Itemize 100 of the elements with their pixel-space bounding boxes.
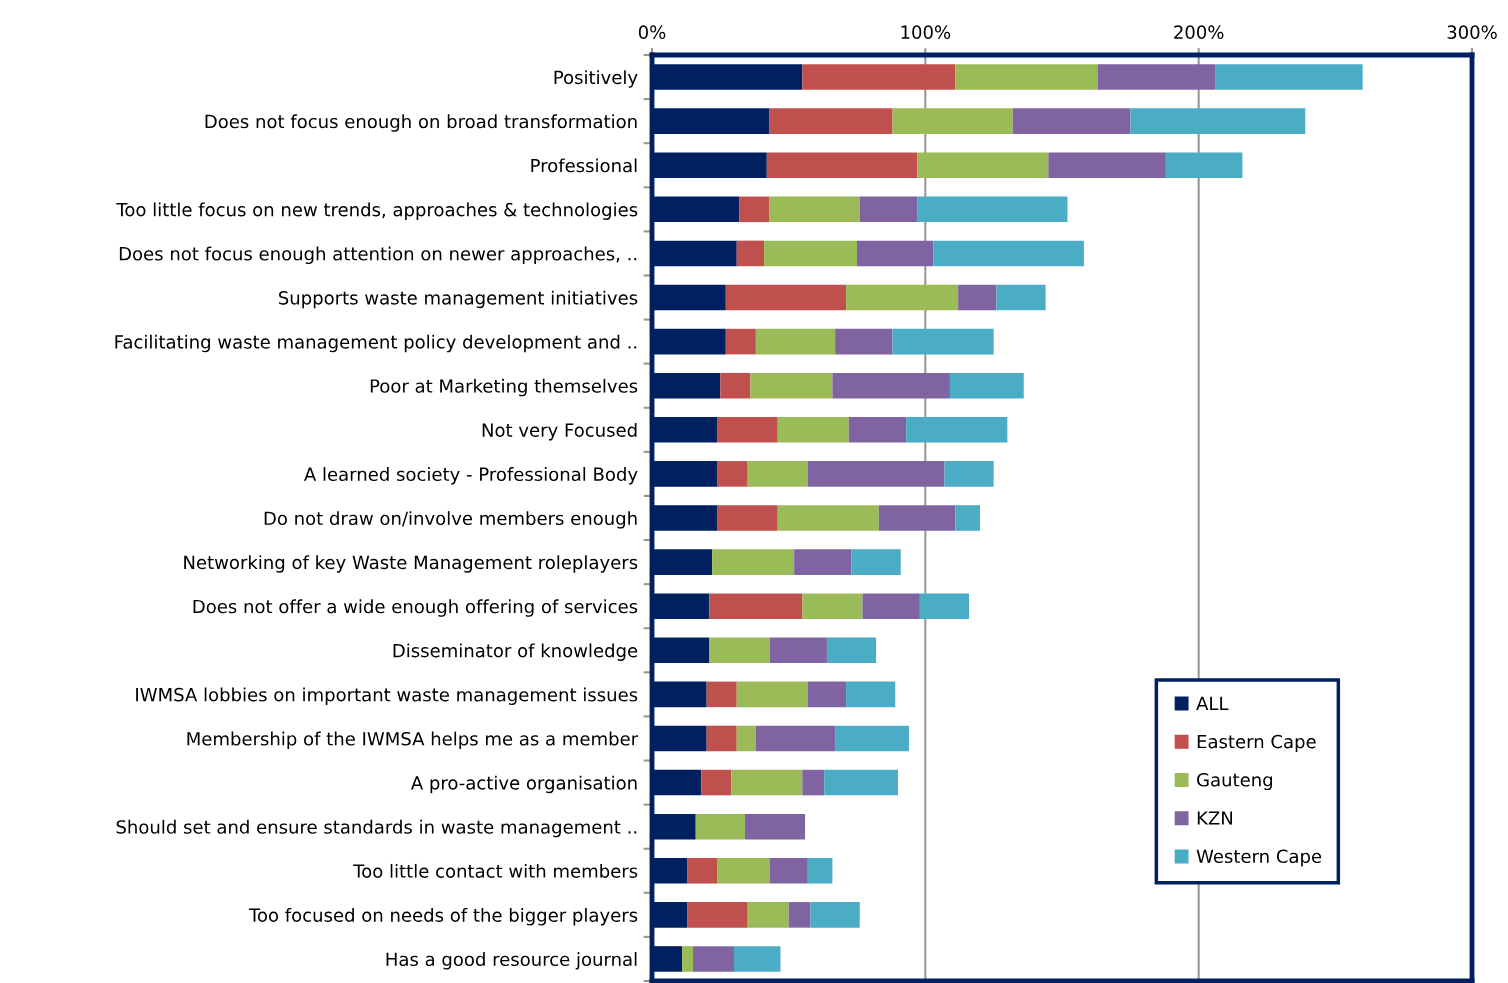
- y-tick-label: Too little focus on new trends, approaches & technologies: [116, 202, 638, 220]
- bar: [1215, 64, 1363, 90]
- bar: [835, 725, 909, 752]
- bar: [955, 64, 1098, 90]
- y-tick-label: Networking of key Waste Management roleplayers: [184, 555, 638, 573]
- y-tick-label: Supports waste management initiatives: [279, 290, 638, 309]
- bar: [862, 593, 920, 619]
- bar: [996, 284, 1046, 311]
- y-tick-label: Professional: [531, 158, 637, 173]
- bar: [794, 549, 852, 575]
- bar: [859, 196, 918, 223]
- bar: [717, 417, 778, 443]
- bar: [933, 240, 1084, 267]
- bar: [706, 725, 737, 752]
- bar: [1130, 108, 1306, 134]
- bar: [769, 108, 893, 134]
- bar: [766, 152, 918, 179]
- bar: [769, 857, 808, 884]
- y-tick-label: Does not offer a wide enough offering of services: [193, 599, 638, 617]
- legend-label: Eastern Cape: [1197, 734, 1316, 752]
- bar: [739, 196, 770, 223]
- bar: [687, 857, 718, 884]
- legend-label: Western Cape: [1196, 849, 1322, 867]
- bar: [802, 593, 863, 619]
- y-tick-label: Has a good resource journal: [386, 952, 637, 970]
- bar: [807, 857, 833, 884]
- bar: [736, 725, 756, 752]
- bar: [917, 152, 1049, 179]
- bar: [1012, 108, 1131, 134]
- bar: [878, 505, 956, 531]
- bar: [709, 593, 803, 619]
- bar: [857, 240, 934, 267]
- bar: [944, 461, 994, 487]
- y-tick-label: IWMSA lobbies on important waste management issues: [136, 687, 638, 705]
- bar: [807, 681, 847, 708]
- bar: [1165, 152, 1243, 179]
- bar: [1048, 152, 1166, 179]
- bar: [734, 946, 781, 972]
- bar: [736, 240, 765, 267]
- bar: [1097, 64, 1216, 90]
- y-tick-label: Should set and ensure standards in waste management ..: [116, 819, 637, 838]
- bar: [958, 284, 997, 311]
- legend-label: ALL: [1196, 696, 1229, 710]
- bar: [725, 328, 756, 355]
- y-tick-label: A pro-active organisation: [410, 775, 637, 794]
- bar: [717, 857, 770, 884]
- bar: [755, 725, 836, 752]
- bar: [747, 461, 808, 487]
- bar: [747, 902, 789, 928]
- bar: [750, 372, 833, 399]
- legend-label: Gauteng: [1197, 772, 1273, 791]
- y-tick-label: Does not focus enough attention on newer approaches, ..: [119, 246, 637, 265]
- bar: [955, 505, 980, 531]
- bar: [788, 902, 811, 928]
- x-tick-label: 200%: [1174, 25, 1224, 39]
- bar: [919, 593, 970, 619]
- bar: [777, 505, 879, 531]
- bar: [709, 637, 770, 664]
- y-tick-label: Not very Focused: [482, 422, 637, 441]
- bar: [892, 328, 994, 355]
- bar: [687, 902, 748, 928]
- bar: [846, 681, 896, 708]
- y-tick-label: Does not focus enough on broad transformation: [205, 114, 637, 132]
- y-tick-label: Too focused on needs of the bigger players: [248, 908, 638, 926]
- bar: [832, 372, 950, 399]
- y-tick-label: Too little contact with members: [353, 863, 638, 878]
- bar: [824, 769, 898, 796]
- x-tick-label: 300%: [1447, 25, 1497, 39]
- bar: [802, 769, 825, 796]
- x-tick-label: 100%: [901, 25, 951, 39]
- bar: [777, 417, 849, 443]
- bar: [725, 284, 847, 311]
- bar: [917, 196, 1068, 223]
- x-tick-label: 0%: [638, 25, 666, 39]
- legend-label: KZN: [1197, 811, 1232, 825]
- y-tick-label: Poor at Marketing themselves: [370, 378, 638, 397]
- bar: [764, 240, 857, 267]
- bar: [892, 108, 1013, 134]
- y-tick-label: Positively: [554, 70, 638, 88]
- bar: [810, 902, 860, 928]
- y-tick-label: Disseminator of knowledge: [393, 643, 638, 661]
- bar: [731, 769, 803, 796]
- bar: [695, 813, 745, 840]
- bar: [851, 549, 901, 575]
- bar: [693, 946, 734, 972]
- bar: [826, 637, 877, 664]
- bar: [848, 417, 907, 443]
- y-tick-label: Membership of the IWMSA helps me as a member: [187, 731, 639, 750]
- bar: [835, 328, 893, 355]
- bar: [712, 549, 795, 575]
- bar: [906, 417, 1008, 443]
- bar: [807, 461, 945, 487]
- bar: [846, 284, 959, 311]
- y-tick-label: A learned society - Professional Body: [304, 467, 638, 485]
- bar: [769, 196, 860, 223]
- bar: [769, 637, 827, 664]
- bar: [736, 681, 808, 708]
- bar: [744, 813, 806, 840]
- bar: [717, 505, 778, 531]
- bar: [802, 64, 956, 90]
